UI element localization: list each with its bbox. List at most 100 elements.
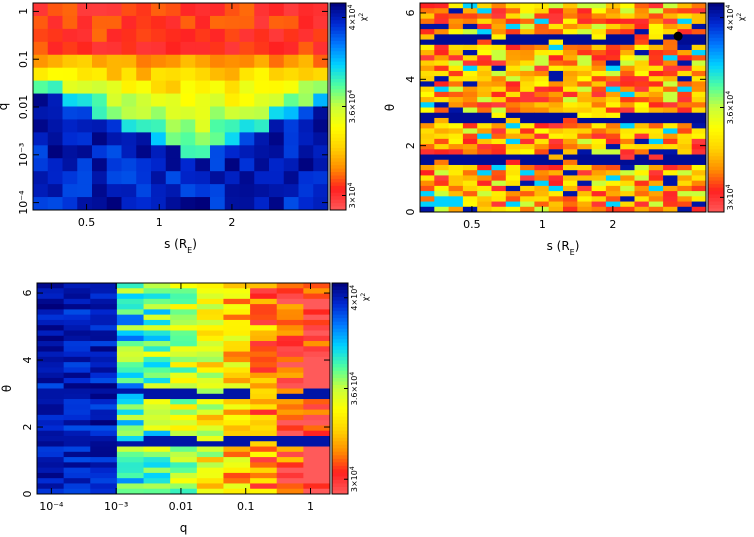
heatmap-cell bbox=[605, 102, 621, 108]
heatmap-cell bbox=[605, 23, 621, 30]
heatmap-cell bbox=[563, 102, 578, 108]
heatmap-cell bbox=[180, 93, 196, 107]
heatmap-cell bbox=[165, 93, 181, 107]
heatmap-cell bbox=[180, 119, 196, 133]
heatmap-cell bbox=[33, 184, 49, 198]
heatmap-cell bbox=[505, 196, 521, 202]
colorbar-segment bbox=[708, 110, 724, 115]
x-tick-label: 10⁻³ bbox=[104, 500, 128, 513]
heatmap-cell bbox=[254, 145, 270, 159]
heatmap-cell bbox=[491, 201, 507, 208]
heatmap-cell bbox=[577, 201, 592, 208]
heatmap-cell bbox=[121, 15, 137, 30]
heatmap-cell bbox=[620, 44, 635, 51]
heatmap-cell bbox=[121, 93, 137, 107]
heatmap-cell bbox=[63, 457, 91, 463]
heatmap-cell bbox=[250, 488, 278, 495]
plot-frame bbox=[32, 2, 329, 211]
heatmap-cell bbox=[239, 15, 255, 30]
heatmap-cell bbox=[77, 119, 93, 133]
heatmap-cell bbox=[77, 28, 93, 43]
heatmap-cell bbox=[505, 164, 521, 171]
colorbar-label-sup: 2 bbox=[360, 293, 367, 297]
plot-frame bbox=[419, 2, 707, 213]
heatmap-cell bbox=[548, 201, 564, 208]
heatmap-cell bbox=[677, 123, 693, 129]
colorbar-segment bbox=[330, 130, 346, 135]
colorbar-segment bbox=[708, 156, 724, 161]
heatmap-cell bbox=[691, 65, 707, 72]
heatmap-cell bbox=[648, 154, 664, 161]
heatmap-cell bbox=[448, 123, 464, 129]
heatmap-cell bbox=[90, 367, 118, 374]
heatmap-cell bbox=[663, 81, 678, 88]
colorbar-tick-label: 4×104 bbox=[349, 285, 360, 311]
heatmap-cell bbox=[420, 170, 435, 176]
heatmap-cell bbox=[77, 158, 93, 172]
heatmap-cell bbox=[165, 67, 181, 82]
heatmap-cell bbox=[677, 65, 693, 72]
heatmap-cell bbox=[491, 60, 507, 67]
heatmap-cell bbox=[591, 91, 607, 98]
heatmap-cell bbox=[143, 483, 171, 490]
heatmap-cell bbox=[63, 393, 91, 400]
x-axis-label: q bbox=[180, 521, 188, 535]
colorbar-segment bbox=[708, 51, 724, 56]
heatmap-cell bbox=[605, 60, 621, 67]
heatmap-cell bbox=[223, 488, 251, 495]
heatmap-cell bbox=[548, 206, 564, 213]
heatmap-cell bbox=[313, 119, 329, 133]
heatmap-cell bbox=[303, 356, 331, 363]
heatmap-cell bbox=[534, 23, 550, 30]
heatmap-cell bbox=[505, 70, 521, 77]
heatmap-cell bbox=[33, 132, 49, 146]
heatmap-cell bbox=[420, 18, 435, 25]
heatmap-cell bbox=[477, 55, 492, 61]
x-axis-label-close: ) bbox=[575, 239, 580, 253]
heatmap-cell bbox=[250, 393, 278, 400]
colorbar-segment bbox=[332, 307, 348, 312]
heatmap-cell bbox=[448, 86, 464, 93]
heatmap-cell bbox=[491, 102, 507, 108]
heatmap-cell bbox=[269, 93, 285, 107]
heatmap-cell bbox=[223, 293, 251, 300]
heatmap-cell bbox=[420, 23, 435, 30]
heatmap-cell bbox=[434, 170, 449, 176]
heatmap-cell bbox=[491, 123, 507, 129]
heatmap-cell bbox=[477, 117, 492, 124]
heatmap-cell bbox=[420, 112, 435, 119]
heatmap-cell bbox=[434, 102, 449, 108]
heatmap-cell bbox=[151, 132, 167, 146]
heatmap-cell bbox=[462, 138, 478, 145]
heatmap-cell bbox=[663, 70, 678, 77]
colorbar-label-sup: 2 bbox=[736, 13, 743, 17]
heatmap-cell bbox=[591, 39, 607, 46]
heatmap-cell bbox=[605, 81, 621, 88]
heatmap-cell bbox=[591, 29, 607, 35]
heatmap-cell bbox=[269, 54, 285, 69]
heatmap-cell bbox=[63, 462, 91, 469]
colorbar-segment bbox=[708, 86, 724, 91]
heatmap-cell bbox=[548, 39, 564, 46]
heatmap-cell bbox=[276, 314, 304, 321]
heatmap-cell bbox=[591, 206, 607, 213]
heatmap-cell bbox=[691, 117, 707, 124]
heatmap-cell bbox=[276, 346, 304, 352]
heatmap-cell bbox=[37, 293, 65, 300]
heatmap-cell bbox=[170, 377, 198, 384]
heatmap-cell bbox=[491, 91, 507, 98]
heatmap-cell bbox=[33, 171, 49, 185]
heatmap-cell bbox=[477, 107, 492, 114]
heatmap-cell bbox=[563, 175, 578, 182]
heatmap-cell bbox=[165, 28, 181, 43]
heatmap-cell bbox=[462, 154, 478, 161]
heatmap-cell bbox=[605, 170, 621, 176]
heatmap-cell bbox=[534, 112, 550, 119]
heatmap-cell bbox=[63, 377, 91, 384]
heatmap-cell bbox=[620, 191, 635, 197]
heatmap-cell bbox=[577, 107, 592, 114]
heatmap-cell bbox=[196, 283, 224, 289]
colorbar-segment bbox=[332, 476, 348, 481]
heatmap-cell bbox=[223, 346, 251, 352]
heatmap-cell bbox=[239, 132, 255, 146]
